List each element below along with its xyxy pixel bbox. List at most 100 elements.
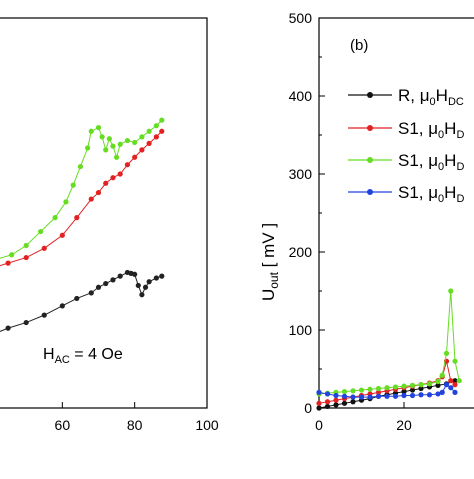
legend-entry: R, μ0HDC bbox=[348, 86, 464, 108]
legend-label: R, μ0HDC bbox=[398, 86, 464, 108]
panel-a-data-point bbox=[99, 134, 105, 140]
panel-b-data-point bbox=[443, 350, 450, 356]
panel-b-y-tick-label: 0 bbox=[304, 400, 312, 416]
panel-a-data-point bbox=[41, 312, 47, 318]
panel-a-data-point bbox=[88, 128, 94, 134]
panel-b-data-point bbox=[443, 382, 450, 388]
panel-a-data-point bbox=[110, 175, 116, 181]
panel-b-data-point bbox=[358, 387, 365, 393]
panel-a-data-point bbox=[95, 124, 102, 131]
panel-a-data-point bbox=[23, 319, 29, 326]
panel-b-data-point bbox=[435, 378, 441, 385]
legend-label: S1, μ0HD bbox=[398, 151, 464, 173]
panel-b-data-point bbox=[409, 387, 416, 393]
panel-a-data-point bbox=[74, 295, 80, 302]
panel-a-data-point bbox=[124, 137, 131, 144]
panel-b-label: (b) bbox=[350, 37, 368, 54]
legend-mu-subscript: 0 bbox=[430, 96, 436, 108]
panel-b-data-point bbox=[439, 372, 445, 378]
panel-b-data-point bbox=[448, 378, 454, 384]
panel-a-data-point bbox=[159, 117, 165, 123]
panel-a-data-point bbox=[38, 228, 44, 235]
panel-a-annotation: HAC = 4 Oe bbox=[43, 346, 123, 366]
panel-b-data-point bbox=[316, 389, 322, 395]
panel-a-data-point bbox=[5, 260, 11, 266]
panel-a-data-point bbox=[103, 147, 109, 153]
panel-a-data-point bbox=[153, 123, 159, 129]
panel-b-data-point bbox=[367, 394, 373, 400]
panel-a-data-point bbox=[103, 180, 109, 186]
panel-b-data-point bbox=[401, 389, 407, 395]
panel-a-data-point bbox=[142, 284, 149, 290]
panel-a-data-point bbox=[59, 303, 65, 309]
panel-a-data-point bbox=[95, 189, 102, 196]
panel-a-data-point bbox=[103, 280, 109, 287]
panel-a-data-point bbox=[139, 134, 145, 140]
panel-b-data-point bbox=[426, 392, 433, 398]
panel-b-frame bbox=[318, 17, 474, 409]
panel-b-data-point bbox=[341, 389, 348, 395]
legend-marker bbox=[367, 92, 373, 98]
panel-b-data-point bbox=[341, 393, 348, 399]
legend-label: S1, μ0HD bbox=[398, 119, 464, 141]
legend-marker bbox=[367, 157, 373, 163]
legend-h-subscript: DC bbox=[448, 96, 464, 108]
legend-mu: μ bbox=[420, 86, 430, 105]
panel-b-data-point bbox=[409, 392, 416, 399]
legend-mu: μ bbox=[428, 183, 438, 202]
panel-b-series bbox=[316, 288, 462, 411]
panel-a-data-point bbox=[132, 139, 138, 146]
panel-a-x-ticks: 60 80 100 bbox=[55, 402, 219, 433]
panel-a-data-point bbox=[132, 154, 138, 160]
panel-a-data-point bbox=[110, 143, 116, 149]
panel-a-data-point bbox=[95, 284, 102, 290]
panel-a: 60 80 100 HAC = 4 Oe bbox=[0, 17, 219, 433]
panel-a-data-point bbox=[113, 154, 120, 160]
panel-b-x-tick-label: 20 bbox=[396, 417, 412, 433]
panel-b-data-point bbox=[375, 389, 382, 395]
panel-b-data-point bbox=[324, 403, 331, 410]
legend-h-subscript: D bbox=[456, 161, 464, 173]
panel-b-data-point bbox=[418, 385, 424, 392]
panel-a-data-point bbox=[146, 140, 152, 146]
panel-b-data-point bbox=[409, 382, 416, 388]
panel-a-data-point bbox=[5, 325, 11, 331]
panel-a-data-point bbox=[63, 199, 69, 205]
panel-b-data-point bbox=[401, 383, 407, 389]
panel-a-data-point bbox=[106, 136, 112, 142]
panel-a-data-point bbox=[59, 232, 65, 238]
panel-a-data-point bbox=[135, 282, 141, 289]
panel-b-data-point bbox=[350, 399, 356, 405]
panel-a-data-point bbox=[70, 182, 76, 188]
panel-b-data-point bbox=[384, 393, 390, 399]
legend-mu: μ bbox=[428, 151, 438, 170]
legend-h-subscript: D bbox=[456, 193, 464, 205]
legend-mu-subscript: 0 bbox=[438, 193, 444, 205]
panel-a-data-point bbox=[88, 196, 94, 202]
panel-b-data-point bbox=[439, 389, 445, 395]
panel-b-data-point bbox=[324, 399, 331, 405]
legend-prefix: S1, bbox=[398, 119, 428, 138]
panel-a-series-line bbox=[0, 119, 163, 259]
panel-b-data-point bbox=[316, 400, 322, 406]
panel-b-data-point bbox=[418, 392, 424, 398]
panel-b-y-axis-label: Uout [ mV ] bbox=[259, 223, 281, 301]
panel-a-data-point bbox=[85, 145, 91, 151]
panel-a-data-point bbox=[159, 128, 165, 134]
panel-b: 0 20 0 100 200 300 400 500 (b) Uout [ mV ] R, … bbox=[259, 10, 474, 433]
panel-a-frame bbox=[0, 17, 208, 409]
panel-b-data-point bbox=[401, 392, 407, 399]
legend-label: S1, μ0HD bbox=[398, 183, 464, 205]
panel-a-data-point bbox=[88, 290, 94, 296]
panel-b-data-point bbox=[375, 393, 382, 399]
panel-a-data-point bbox=[117, 171, 123, 177]
legend-h: H bbox=[444, 151, 456, 170]
panel-a-x-tick-label: 60 bbox=[55, 417, 71, 433]
panel-a-data-point bbox=[52, 215, 58, 221]
panel-b-data-point bbox=[350, 388, 356, 394]
panel-b-data-point bbox=[452, 382, 458, 388]
panel-a-data-point bbox=[117, 273, 123, 279]
panel-b-y-tick-label: 200 bbox=[289, 244, 313, 260]
panel-b-data-point bbox=[333, 402, 339, 408]
y-label-subscript: out bbox=[267, 271, 281, 288]
